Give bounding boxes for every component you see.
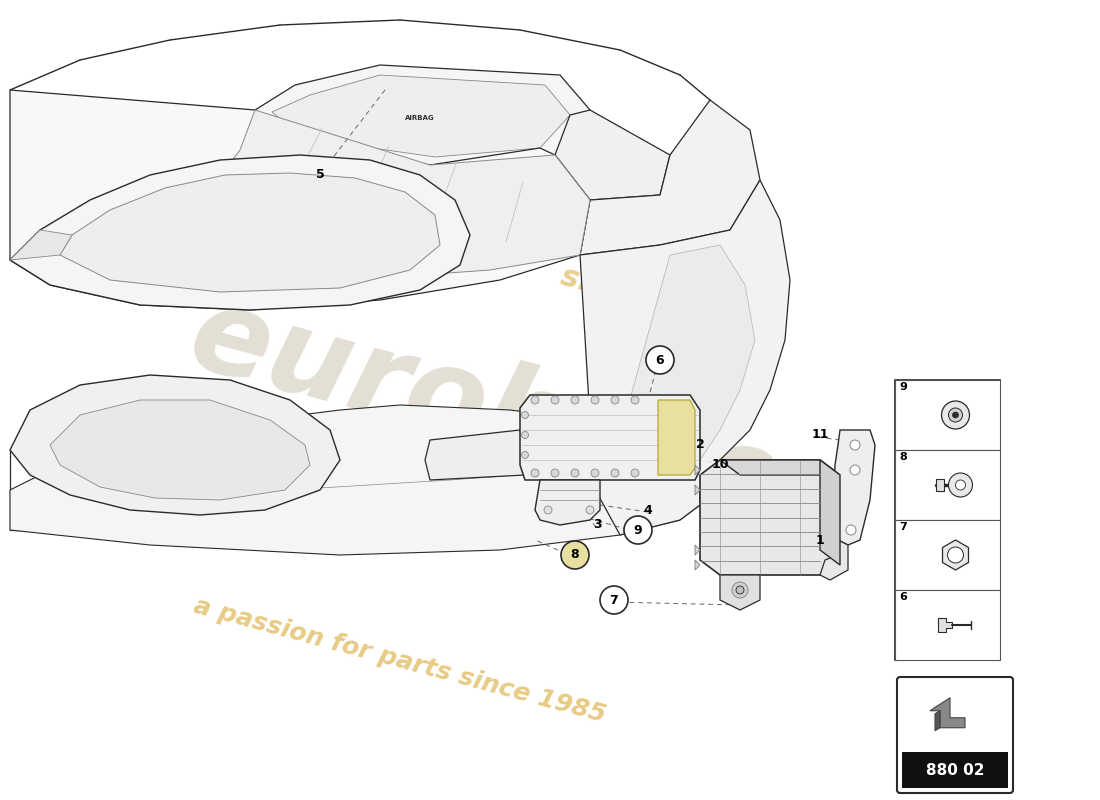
Polygon shape [580, 100, 760, 255]
Circle shape [942, 401, 969, 429]
Text: since 1985: since 1985 [557, 262, 742, 338]
Circle shape [561, 541, 588, 569]
Polygon shape [695, 560, 700, 570]
Circle shape [551, 469, 559, 477]
Text: 8: 8 [899, 452, 906, 462]
Circle shape [600, 586, 628, 614]
Polygon shape [695, 545, 700, 555]
Text: 9: 9 [634, 523, 642, 537]
Polygon shape [700, 460, 840, 575]
Circle shape [624, 516, 652, 544]
Circle shape [521, 411, 528, 418]
Circle shape [521, 431, 528, 438]
Circle shape [846, 525, 856, 535]
Circle shape [544, 506, 552, 514]
Polygon shape [535, 480, 600, 525]
Polygon shape [50, 400, 310, 500]
Circle shape [531, 469, 539, 477]
Text: 7: 7 [899, 522, 906, 532]
Circle shape [947, 547, 964, 563]
Polygon shape [10, 155, 470, 310]
Circle shape [591, 469, 600, 477]
Polygon shape [425, 430, 525, 480]
Text: 11: 11 [812, 429, 828, 442]
Circle shape [571, 469, 579, 477]
Circle shape [736, 586, 744, 594]
FancyBboxPatch shape [895, 450, 1000, 520]
Polygon shape [272, 75, 570, 157]
Polygon shape [937, 618, 952, 632]
Text: 4: 4 [644, 503, 652, 517]
Text: 7: 7 [609, 594, 618, 606]
Circle shape [610, 469, 619, 477]
Text: 6: 6 [656, 354, 664, 366]
Polygon shape [930, 698, 965, 728]
Circle shape [551, 396, 559, 404]
Polygon shape [10, 375, 340, 515]
Circle shape [571, 396, 579, 404]
FancyBboxPatch shape [895, 590, 1000, 660]
Circle shape [850, 440, 860, 450]
Text: 9: 9 [899, 382, 906, 392]
Text: 1: 1 [815, 534, 824, 546]
Text: 8: 8 [571, 549, 580, 562]
FancyBboxPatch shape [895, 380, 1000, 450]
Polygon shape [720, 575, 760, 610]
Text: a passion for parts since 1985: a passion for parts since 1985 [191, 594, 608, 726]
FancyBboxPatch shape [895, 380, 1000, 660]
Circle shape [631, 469, 639, 477]
Circle shape [548, 428, 572, 452]
Polygon shape [340, 420, 625, 498]
Text: 5: 5 [316, 169, 324, 182]
Circle shape [591, 396, 600, 404]
Polygon shape [833, 430, 875, 545]
Text: AIRBAG: AIRBAG [405, 115, 435, 121]
Polygon shape [695, 485, 700, 495]
Polygon shape [10, 230, 72, 260]
Polygon shape [658, 400, 695, 475]
Circle shape [948, 473, 972, 497]
Text: 3: 3 [593, 518, 602, 531]
Circle shape [956, 480, 966, 490]
Text: 6: 6 [899, 592, 906, 602]
Circle shape [646, 346, 674, 374]
Polygon shape [820, 460, 840, 565]
Circle shape [953, 412, 958, 418]
Text: 880 02: 880 02 [926, 763, 984, 778]
Polygon shape [935, 479, 944, 491]
Polygon shape [695, 465, 700, 475]
Polygon shape [720, 460, 840, 475]
Circle shape [732, 582, 748, 598]
Polygon shape [556, 110, 670, 200]
Text: 2: 2 [695, 438, 704, 451]
Polygon shape [10, 405, 700, 555]
Polygon shape [10, 90, 590, 310]
FancyBboxPatch shape [895, 520, 1000, 590]
Circle shape [610, 396, 619, 404]
Polygon shape [620, 245, 755, 460]
Circle shape [531, 396, 539, 404]
Polygon shape [820, 540, 848, 580]
Polygon shape [520, 395, 700, 480]
FancyBboxPatch shape [896, 677, 1013, 793]
Polygon shape [200, 110, 590, 280]
Text: 10: 10 [712, 458, 728, 471]
Polygon shape [935, 710, 940, 730]
Circle shape [586, 506, 594, 514]
Polygon shape [943, 540, 968, 570]
Text: eurobóres: eurobóres [178, 277, 862, 563]
Circle shape [521, 451, 528, 458]
Circle shape [948, 408, 962, 422]
FancyBboxPatch shape [902, 751, 1008, 788]
Circle shape [631, 396, 639, 404]
Polygon shape [255, 65, 590, 165]
Circle shape [850, 465, 860, 475]
Polygon shape [580, 180, 790, 535]
Polygon shape [60, 173, 440, 292]
